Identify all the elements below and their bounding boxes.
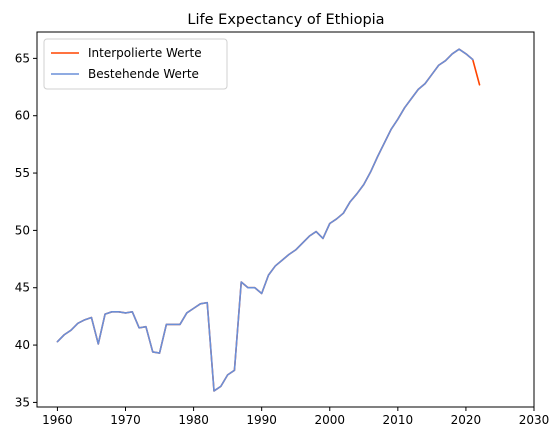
legend-label-1: Bestehende Werte: [88, 67, 199, 81]
chart-title: Life Expectancy of Ethiopia: [187, 12, 384, 28]
x-tick-label-5: 2010: [383, 413, 414, 427]
legend-label-0: Interpolierte Werte: [88, 46, 202, 60]
x-tick-label-7: 2030: [519, 413, 550, 427]
x-tick-label-2: 1980: [178, 413, 209, 427]
x-tick-label-0: 1960: [42, 413, 73, 427]
x-tick-label-1: 1970: [110, 413, 141, 427]
y-tick-label-1: 40: [15, 338, 30, 352]
y-tick-label-2: 45: [15, 281, 30, 295]
y-tick-label-5: 60: [15, 109, 30, 123]
y-tick-label-6: 65: [15, 51, 30, 65]
y-tick-label-4: 55: [15, 166, 30, 180]
y-tick-label-0: 35: [15, 395, 30, 409]
y-tick-label-3: 50: [15, 223, 30, 237]
x-tick-label-3: 1990: [246, 413, 277, 427]
x-tick-label-4: 2000: [314, 413, 345, 427]
x-tick-label-6: 2020: [451, 413, 482, 427]
legend: Interpolierte Werte Bestehende Werte: [44, 39, 227, 89]
